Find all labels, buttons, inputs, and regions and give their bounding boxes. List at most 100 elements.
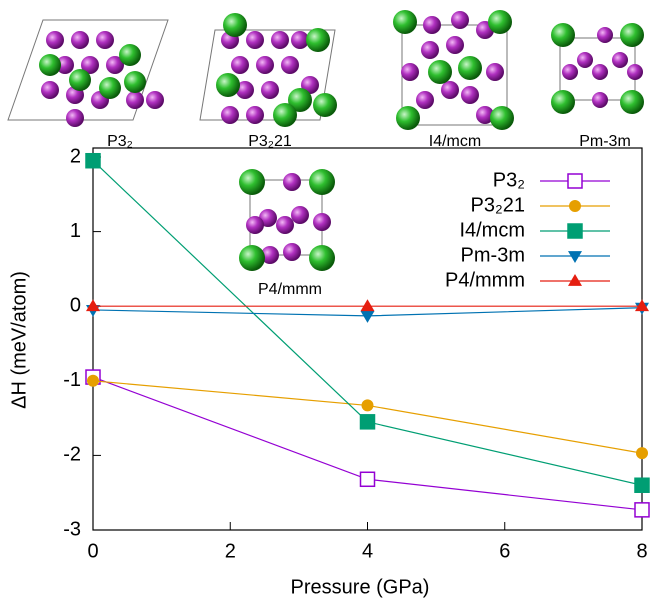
atom-green <box>288 88 312 112</box>
atom-green <box>458 56 482 80</box>
point <box>85 152 101 169</box>
atom-purple <box>221 106 239 124</box>
atom-green <box>119 44 141 66</box>
atom-purple <box>446 36 464 54</box>
atom-green <box>239 245 265 271</box>
atom-purple <box>461 86 479 104</box>
atom-purple <box>486 63 504 81</box>
x-tick-label: 4 <box>362 540 373 562</box>
legend-label: P3₂21 <box>471 194 525 216</box>
atom-green <box>313 93 337 117</box>
atom-green <box>396 106 420 130</box>
atom-green <box>551 90 575 114</box>
atom-green <box>490 106 514 130</box>
atom-purple <box>66 109 84 127</box>
atom-green <box>39 54 61 76</box>
point <box>361 399 374 412</box>
point <box>86 299 100 312</box>
legend-marker <box>568 274 582 286</box>
atom-purple <box>46 31 64 49</box>
legend-marker <box>567 223 583 239</box>
atom-purple <box>421 41 439 59</box>
atom-purple <box>231 56 249 74</box>
atom-purple <box>246 31 264 49</box>
y-tick-label: 2 <box>70 145 81 167</box>
atom-green <box>620 23 644 47</box>
legend-label: Pm-3m <box>461 244 525 266</box>
atom-green <box>124 71 146 93</box>
atom-purple <box>271 31 289 49</box>
atom-purple <box>401 63 419 81</box>
y-tick-label: -3 <box>63 518 81 540</box>
structure-label: P3₂ <box>107 133 133 150</box>
atom-purple <box>71 31 89 49</box>
atom-purple <box>562 64 578 80</box>
y-tick-label: 0 <box>70 294 81 316</box>
point <box>359 471 376 488</box>
atom-green <box>488 10 512 34</box>
atom-purple <box>276 216 294 234</box>
series-line <box>92 160 643 486</box>
structure-label: I4/mcm <box>429 133 481 150</box>
structure-insets <box>7 10 644 271</box>
y-tick-label: -1 <box>63 369 81 391</box>
atom-purple <box>256 56 274 74</box>
point <box>634 502 650 518</box>
atom-purple <box>126 91 144 109</box>
atom-purple <box>41 81 59 99</box>
atom-purple <box>106 56 124 74</box>
atom-purple <box>291 206 309 224</box>
atom-purple <box>627 64 643 80</box>
structure-label: P4/mmm <box>258 281 322 298</box>
atom-purple <box>56 56 74 74</box>
atom-purple <box>283 243 301 261</box>
cell-outline <box>199 29 336 121</box>
legend-label: I4/mcm <box>459 219 525 241</box>
y-tick-label: 1 <box>70 220 81 242</box>
atom-green <box>273 103 297 127</box>
legend-label: P3₂ <box>493 169 525 191</box>
x-tick-label: 6 <box>499 540 510 562</box>
atom-purple <box>592 64 608 80</box>
atom-green <box>99 77 121 99</box>
atom-purple <box>81 56 99 74</box>
atom-purple <box>612 52 628 68</box>
point <box>634 477 650 493</box>
x-axis-label: Pressure (GPa) <box>291 576 430 598</box>
legend-marker <box>567 173 583 189</box>
atom-green <box>306 28 330 52</box>
atom-green <box>309 245 335 271</box>
atom-green <box>69 69 91 91</box>
atom-purple <box>283 173 301 191</box>
atom-purple <box>313 213 331 231</box>
atom-purple <box>246 106 264 124</box>
atom-purple <box>281 56 299 74</box>
x-tick-label: 2 <box>225 540 236 562</box>
atom-green <box>239 169 265 195</box>
atom-purple <box>441 81 459 99</box>
point <box>87 374 99 387</box>
atom-green <box>551 23 575 47</box>
atom-green <box>393 10 417 34</box>
x-tick-label: 0 <box>87 540 98 562</box>
atom-purple <box>592 92 608 108</box>
cell-outline <box>7 19 169 121</box>
atom-purple <box>476 106 494 124</box>
atom-purple <box>597 27 613 43</box>
point <box>359 414 376 430</box>
atom-purple <box>451 11 469 29</box>
atom-green <box>216 73 240 97</box>
atom-green <box>309 169 335 195</box>
atom-purple <box>246 216 264 234</box>
atom-purple <box>261 81 279 99</box>
atom-green <box>223 13 247 37</box>
point <box>360 299 375 312</box>
legend-marker <box>568 251 582 263</box>
structure-label: P3₂21 <box>248 133 292 150</box>
atom-purple <box>416 91 434 109</box>
atom-purple <box>423 16 441 34</box>
point <box>636 447 648 460</box>
y-tick-label: -2 <box>63 444 81 466</box>
point <box>360 310 375 323</box>
